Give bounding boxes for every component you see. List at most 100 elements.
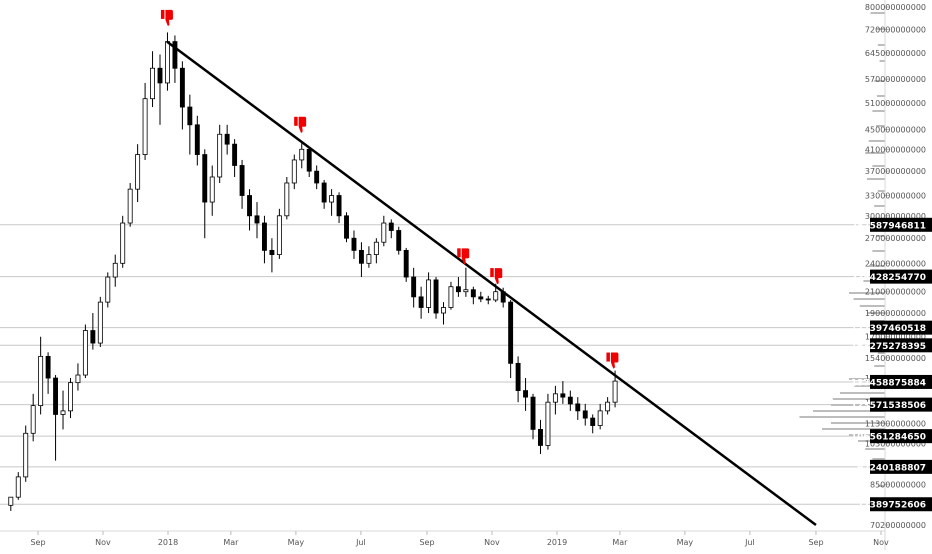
price-level-label-bg [870, 459, 932, 474]
candle-body [373, 241, 379, 256]
volume-profile-bar [877, 352, 885, 354]
price-level-label: 123571538506 [851, 401, 926, 411]
candle-body [336, 195, 342, 217]
volume-profile-bar [849, 292, 885, 294]
candle-body [567, 396, 573, 405]
x-tick-label: Sep [30, 538, 45, 547]
candle-body [172, 41, 178, 69]
thumbs-down-icon [457, 248, 470, 265]
y-tick-label: 190000000000 [865, 309, 926, 318]
price-level-label-bg [870, 397, 932, 412]
candle-body [291, 159, 297, 184]
y-tick-label: 210000000000 [865, 288, 926, 297]
candles [8, 32, 618, 511]
candle-body [8, 496, 14, 506]
volume-profile-bar [874, 365, 885, 367]
price-level-label-bg [870, 217, 932, 232]
candle-body [344, 215, 349, 239]
candle-body [590, 417, 596, 426]
volume-profile-bar [840, 392, 885, 394]
candle-body [120, 222, 126, 264]
time-axis[interactable]: Sep Nov 2018 Mar May Jul Sep Nov 2019 Mar May Jul Se… [30, 531, 889, 547]
price-level-label-bg [870, 338, 932, 353]
y-tick-label: 300000000000 [865, 212, 926, 221]
volume-profile-bar [868, 265, 885, 267]
x-tick-label: May [288, 538, 305, 547]
candle-body [217, 133, 223, 178]
price-level-label-bg [870, 269, 932, 284]
volume-profile-bar [831, 404, 885, 406]
volume-profile-bar [876, 235, 885, 237]
candle-body [23, 432, 29, 478]
volume-profile-bar [874, 205, 885, 207]
x-tick-label: Mar [612, 538, 628, 547]
candle-body [254, 215, 260, 224]
volume-profile-bar [877, 485, 885, 487]
candle-body [209, 176, 215, 203]
x-tick-label: Nov [484, 538, 500, 547]
volume-profile [799, 12, 885, 487]
candle-body [478, 296, 484, 300]
candle-body [60, 410, 66, 415]
candle-body [150, 67, 155, 100]
y-tick-label: 570000000000 [865, 75, 926, 84]
candle-body [53, 377, 59, 415]
y-tick-label: 270000000000 [865, 234, 926, 243]
candle-body [306, 148, 312, 172]
volume-profile-bar [867, 312, 885, 314]
y-tick-label: 450000000000 [865, 125, 926, 134]
candle-body [582, 410, 588, 419]
candle-body [299, 148, 305, 161]
volume-profile-bar [872, 458, 885, 460]
price-level-label: 77389752606 [857, 501, 926, 511]
candle-body [284, 182, 290, 217]
candle-body [560, 393, 566, 398]
volume-profile-bar [865, 152, 885, 154]
price-level-label: 106561284650 [851, 433, 926, 443]
volume-profile-bar [870, 12, 885, 14]
thumbs-down-icon [606, 352, 619, 369]
thumbs-down-icon [294, 116, 307, 133]
price-level-label: 163275278395 [851, 342, 926, 352]
volume-profile-bar [849, 378, 885, 380]
candle-body [366, 254, 372, 264]
candle-body [485, 298, 491, 301]
y-tick-label: 800000000000 [865, 3, 926, 12]
candle-body [38, 355, 44, 407]
candle-body [508, 301, 514, 364]
volume-profile-bar [853, 298, 885, 300]
candle-body [127, 188, 133, 224]
price-level-labels: 287587946811 225428254770 177397460518 1632… [851, 217, 932, 512]
volume-profile-bar [877, 190, 885, 192]
price-level-label: 92240188807 [857, 463, 926, 473]
x-tick-label: Jul [744, 538, 755, 547]
candle-body [202, 154, 208, 203]
candle-body [75, 374, 81, 384]
candle-body [224, 133, 230, 145]
volume-profile-bar [876, 95, 885, 97]
volume-profile-bar [872, 165, 885, 167]
candle-body [605, 401, 611, 412]
volume-profile-bar [854, 385, 885, 387]
volume-profile-bar [879, 60, 885, 62]
y-tick-label: 103000000000 [865, 439, 926, 448]
price-level-label-bg [870, 497, 932, 512]
y-tick-label: 410000000000 [865, 145, 926, 154]
price-level-label: 287587946811 [851, 221, 926, 231]
y-tick-label: 170000000000 [865, 333, 926, 342]
candle-body [388, 222, 394, 231]
volume-profile-bar [867, 178, 885, 180]
price-level-label: 225428254770 [851, 273, 926, 283]
candle-body [247, 195, 252, 217]
trendline[interactable] [166, 40, 817, 527]
candle-body [575, 403, 581, 412]
candle-body [455, 286, 461, 293]
volume-profile-bar [859, 305, 885, 307]
price-level-label-bg [870, 429, 932, 444]
price-level-label-bg [870, 320, 932, 335]
candle-body [105, 276, 111, 303]
volume-profile-bar [832, 398, 885, 400]
y-tick-label: 113000000000 [865, 420, 926, 429]
